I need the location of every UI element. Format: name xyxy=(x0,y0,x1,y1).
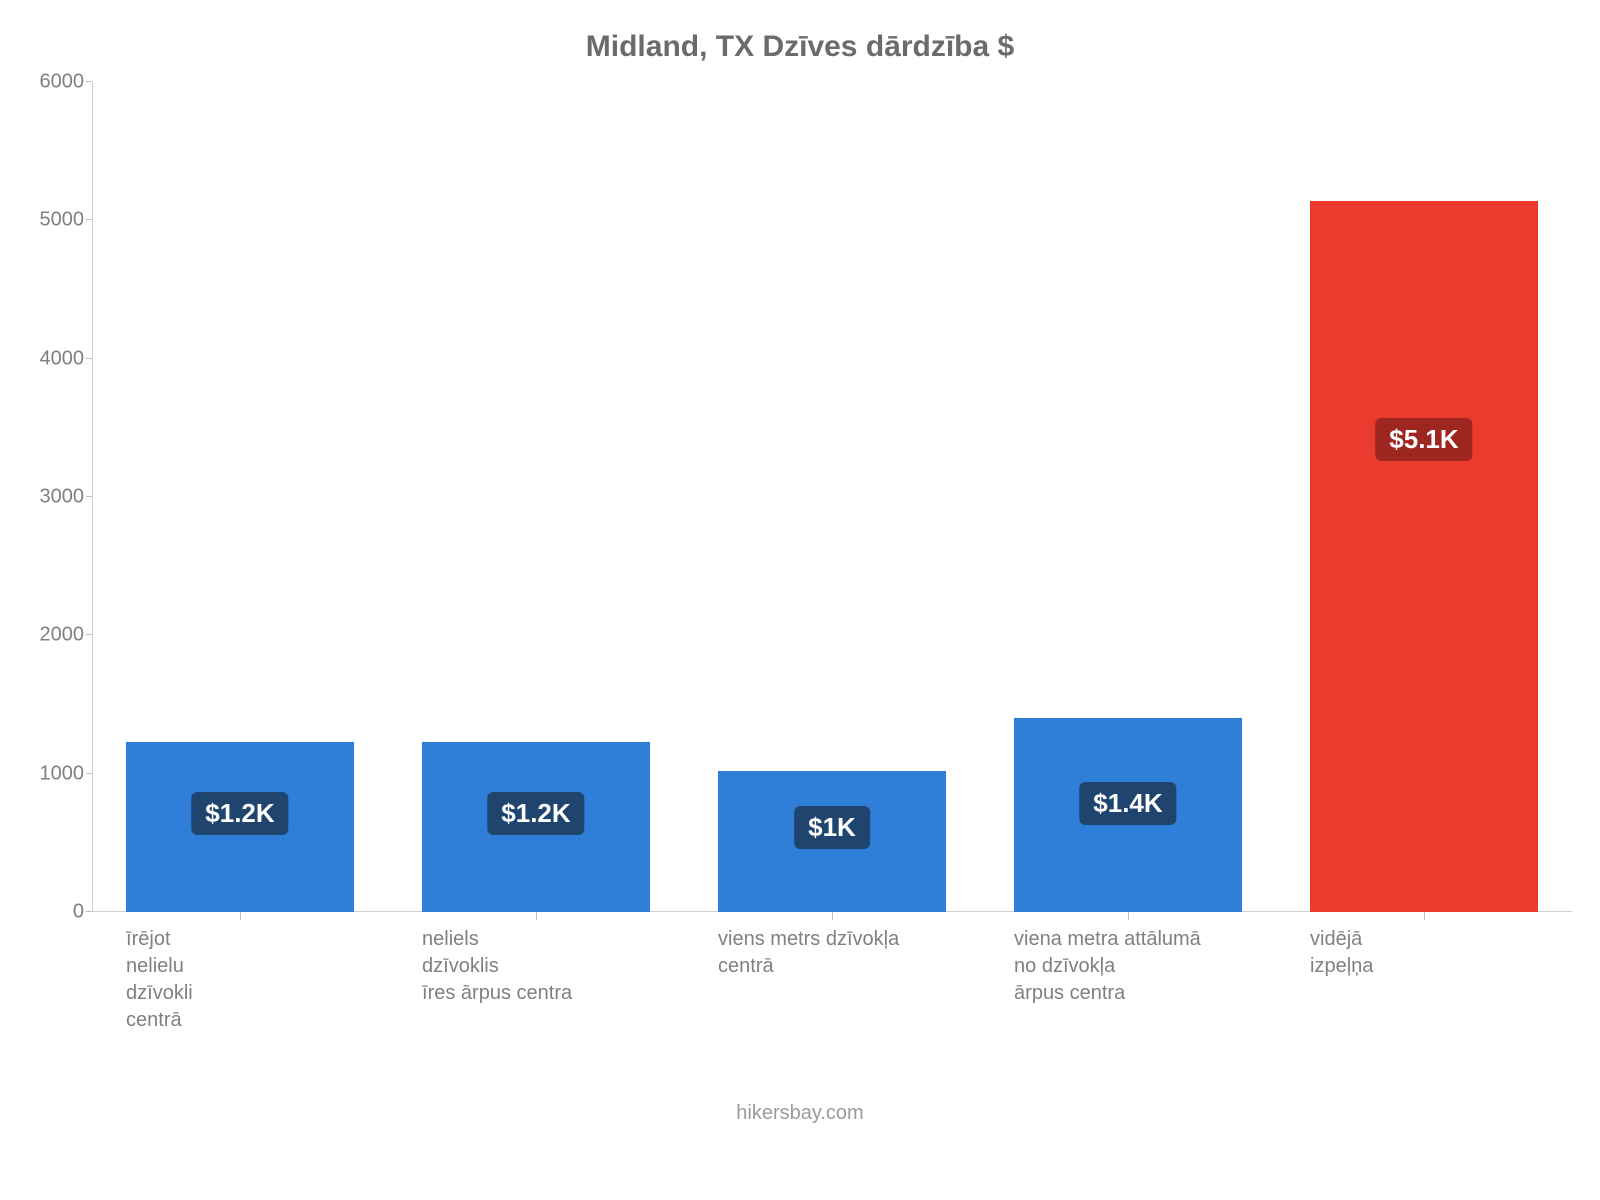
bar-value-label: $1.2K xyxy=(191,792,288,835)
y-tick-label: 2000 xyxy=(26,624,84,647)
x-tick-label: viena metra attālumā no dzīvokļa ārpus c… xyxy=(1014,926,1282,1007)
bar: $5.1K xyxy=(1310,201,1538,912)
x-tick-label: īrējot nelielu dzīvokli centrā xyxy=(126,926,394,1034)
bar: $1.2K xyxy=(422,742,650,912)
x-tick-label: vidējā izpeļņa xyxy=(1310,926,1578,980)
bar: $1K xyxy=(718,771,946,912)
y-tick-label: 1000 xyxy=(26,762,84,785)
bar: $1.2K xyxy=(126,742,354,912)
y-tick-label: 6000 xyxy=(26,71,84,94)
chart-title: Midland, TX Dzīves dārdzība $ xyxy=(40,30,1560,64)
y-tick-label: 5000 xyxy=(26,209,84,232)
x-tick-label: viens metrs dzīvokļa centrā xyxy=(718,926,986,980)
plot-area: $1.2K$1.2K$1K$1.4K$5.1K 0100020003000400… xyxy=(92,82,1572,912)
x-tick-label: neliels dzīvoklis īres ārpus centra xyxy=(422,926,690,1007)
y-tick-label: 0 xyxy=(26,901,84,924)
chart-footer: hikersbay.com xyxy=(40,1102,1560,1125)
y-tick-label: 4000 xyxy=(26,347,84,370)
bars-container: $1.2K $1.2K $1K $1.4K $5.1K xyxy=(92,82,1572,912)
bar-value-label: $5.1K xyxy=(1375,418,1472,461)
cost-of-living-chart: Midland, TX Dzīves dārdzība $ $1.2K$1.2K… xyxy=(0,0,1600,1200)
x-axis-labels: īrējot nelielu dzīvokli centrā neliels dz… xyxy=(92,926,1572,1086)
bar-value-label: $1.4K xyxy=(1079,782,1176,825)
y-tick-label: 3000 xyxy=(26,486,84,509)
bar-value-label: $1K xyxy=(794,806,870,849)
bar: $1.4K xyxy=(1014,718,1242,912)
bar-value-label: $1.2K xyxy=(487,792,584,835)
